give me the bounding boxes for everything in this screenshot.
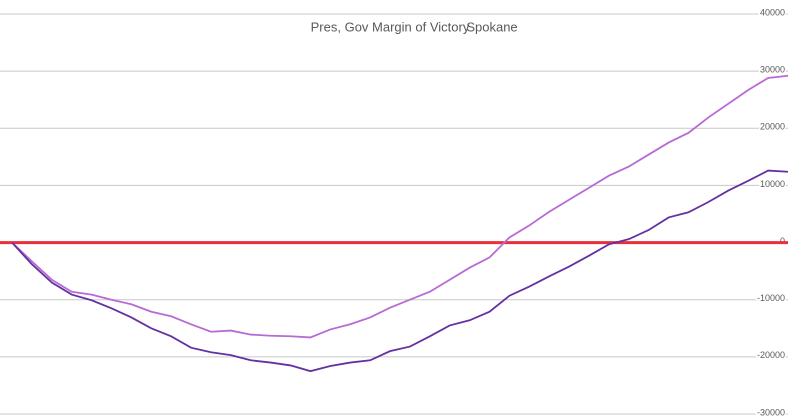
y-tick-label: 0 [780,236,785,246]
y-tick-label: -20000 [757,350,785,360]
y-tick-label: 30000 [760,65,785,75]
y-tick-label: -10000 [757,293,785,303]
y-tick-label: -30000 [757,407,785,417]
chart-title: Pres, Gov Margin of Victory [311,19,470,34]
y-tick-label: 10000 [760,179,785,189]
series-line [11,74,788,339]
y-tick-label: 20000 [760,122,785,132]
chart-subtitle: Spokane [466,19,517,34]
series-line [11,169,788,373]
y-tick-label: 40000 [760,7,785,17]
